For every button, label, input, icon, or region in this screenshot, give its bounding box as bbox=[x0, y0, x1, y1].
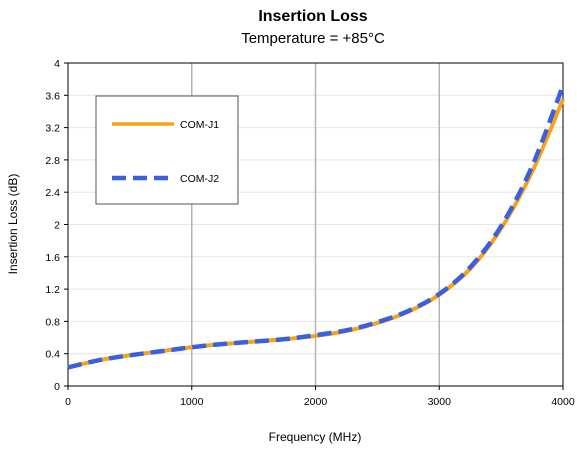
legend-label-com-j1: COM-J1 bbox=[180, 119, 219, 131]
chart-subtitle: Temperature = +85°C bbox=[241, 30, 385, 47]
y-tick-label-3: 1.2 bbox=[45, 284, 60, 296]
y-tick-label-4: 1.6 bbox=[45, 252, 60, 264]
x-tick-label-4: 4000 bbox=[551, 396, 575, 408]
x-tick-label-1: 1000 bbox=[180, 396, 204, 408]
y-tick-label-2: 0.8 bbox=[45, 316, 60, 328]
y-tick-label-5: 2 bbox=[54, 220, 60, 232]
legend-label-com-j2: COM-J2 bbox=[180, 173, 219, 185]
y-tick-label-0: 0 bbox=[54, 381, 60, 393]
x-axis-label: Frequency (MHz) bbox=[269, 430, 362, 444]
y-tick-label-6: 2.4 bbox=[45, 187, 60, 199]
y-axis-label: Insertion Loss (dB) bbox=[6, 174, 20, 275]
chart-title: Insertion Loss bbox=[258, 8, 367, 25]
series-line-com-j2 bbox=[67, 84, 566, 370]
x-tick-label-0: 0 bbox=[65, 396, 71, 408]
legend: COM-J1 COM-J2 bbox=[95, 95, 239, 205]
x-tick-label-2: 2000 bbox=[304, 396, 328, 408]
y-tick-label-9: 3.6 bbox=[45, 90, 60, 102]
y-tick-label-8: 3.2 bbox=[45, 123, 60, 135]
x-tick-label-3: 3000 bbox=[428, 396, 452, 408]
y-tick-label-1: 0.4 bbox=[45, 349, 60, 361]
y-tick-label-7: 2.8 bbox=[45, 155, 60, 167]
y-tick-label-10: 4 bbox=[54, 58, 60, 70]
legend-box bbox=[95, 95, 239, 205]
